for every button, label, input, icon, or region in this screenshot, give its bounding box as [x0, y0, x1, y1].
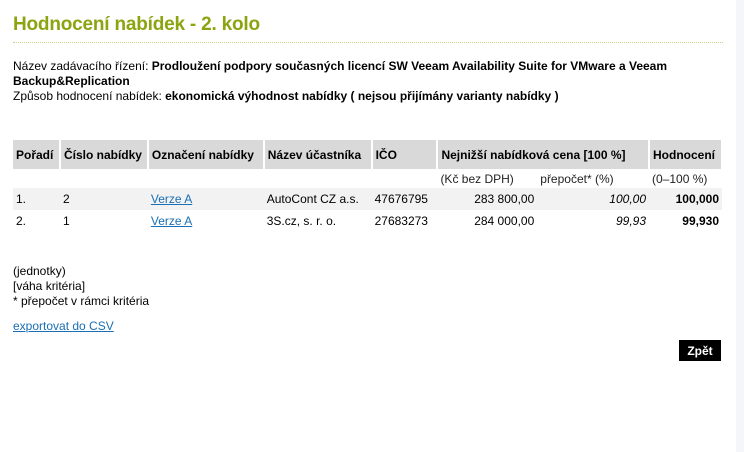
col-score: Hodnocení — [649, 140, 723, 169]
cell-rank: 1. — [13, 188, 60, 210]
method-value: ekonomická výhodnost nabídky ( nejsou př… — [165, 89, 559, 103]
cell-recalc: 99,93 — [615, 214, 646, 228]
table-row: 1. 2 Verze A AutoCont CZ a.s. 47676795 2… — [13, 188, 722, 210]
note-recalc: * přepočet v rámci kritéria — [13, 294, 150, 308]
col-price: Nejnižší nabídková cena [100 %] — [437, 140, 650, 169]
cell-price: 283 800,00 — [437, 188, 538, 210]
cell-name: AutoCont CZ a.s. — [263, 188, 372, 210]
sub-recalc: přepočet* (%) — [540, 171, 614, 186]
cell-recalc: 100,00 — [537, 188, 649, 210]
table-row: 2. 1 Verze A 3S.cz, s. r. o. 27683273 28… — [13, 210, 722, 232]
col-label: Označení nabídky — [147, 140, 265, 169]
note-weight: [váha kritéria] — [13, 279, 86, 293]
title-divider — [13, 42, 723, 43]
back-button[interactable]: Zpět — [679, 340, 721, 361]
cell-ico: 47676795 — [371, 188, 438, 210]
sub-price: (Kč bez DPH) — [440, 171, 514, 186]
cell-label: Verze A — [148, 210, 264, 232]
col-name: Název účastníka — [263, 140, 373, 169]
cell-rank: 2. — [16, 214, 27, 228]
header-row: Pořadí Číslo nabídky Označení nabídky Ná… — [13, 140, 723, 169]
cell-ico: 27683273 — [374, 214, 428, 228]
subheader-row: (Kč bez DPH) přepočet* (%) (0–100 %) — [13, 169, 722, 188]
col-number: Číslo nabídky — [59, 140, 149, 169]
note-units: (jednotky) — [13, 264, 66, 278]
cell-number: 2 — [59, 188, 148, 210]
procurement-info: Název zadávacího řízení: Prodloužení pod… — [13, 59, 723, 104]
page-title: Hodnocení nabídek - 2. kolo — [13, 14, 260, 35]
cell-label: Verze A — [147, 188, 264, 210]
cell-name: 3S.cz, s. r. o. — [266, 214, 337, 228]
cell-price: 284 000,00 — [474, 214, 535, 228]
cell-score: 99,930 — [682, 214, 719, 228]
legend-notes: (jednotky) [váha kritéria] * přepočet v … — [13, 264, 149, 309]
method-label: Způsob hodnocení nabídek: — [13, 89, 162, 103]
cell-number: 1 — [62, 214, 70, 228]
name-value: Prodloužení podpory současných licencí S… — [13, 59, 668, 88]
offer-link[interactable]: Verze A — [150, 192, 193, 206]
col-ico: IČO — [371, 140, 439, 169]
offer-link[interactable]: Verze A — [150, 214, 193, 228]
cell-score: 100,000 — [649, 188, 722, 210]
sub-score: (0–100 %) — [652, 171, 708, 186]
export-csv-link[interactable]: exportovat do CSV — [13, 319, 114, 333]
evaluation-table: Pořadí Číslo nabídky Označení nabídky Ná… — [13, 140, 723, 232]
name-label: Název zadávacího řízení: — [13, 59, 149, 73]
col-rank: Pořadí — [13, 140, 61, 169]
scrollbar[interactable] — [736, 0, 744, 452]
